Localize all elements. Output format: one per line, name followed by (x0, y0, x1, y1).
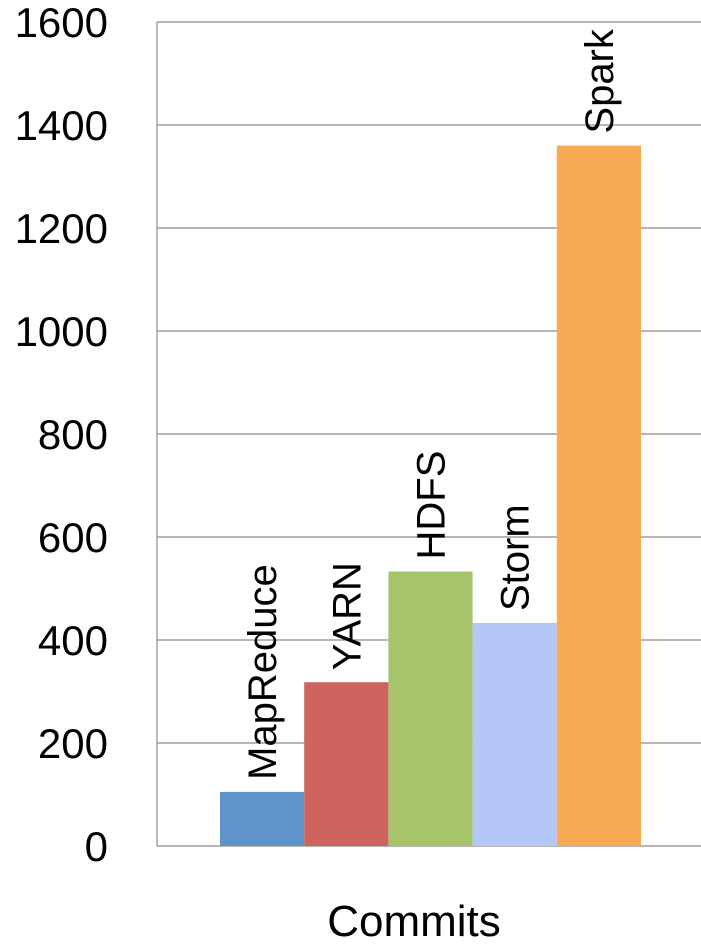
bars (220, 145, 641, 847)
bar-hdfs (388, 571, 473, 846)
y-tick-labels: 0 200 400 600 800 1000 1200 1400 1600 (15, 0, 108, 870)
bar-label-spark: Spark (578, 28, 622, 133)
y-tick-label: 200 (38, 720, 108, 767)
y-tick-label: 1000 (15, 308, 108, 355)
bar-yarn (304, 682, 389, 846)
y-tick-label: 600 (38, 514, 108, 561)
y-tick-label: 1400 (15, 102, 108, 149)
bar-label-mapreduce: MapReduce (241, 564, 285, 780)
bar-labels: MapReduce YARN HDFS Storm Spark (241, 28, 622, 780)
gridlines (157, 21, 701, 847)
y-tick-label: 1200 (15, 205, 108, 252)
x-axis-title: Commits (327, 897, 501, 946)
bar-label-yarn: YARN (325, 562, 369, 670)
bar-spark (556, 145, 641, 847)
bar-mapreduce (220, 791, 305, 846)
y-tick-label: 0 (85, 823, 108, 870)
y-tick-label: 1600 (15, 0, 108, 46)
bar-label-hdfs: HDFS (410, 451, 454, 560)
bar-label-storm: Storm (494, 504, 538, 611)
bar-storm (472, 623, 557, 846)
y-tick-label: 400 (38, 617, 108, 664)
y-tick-label: 800 (38, 411, 108, 458)
